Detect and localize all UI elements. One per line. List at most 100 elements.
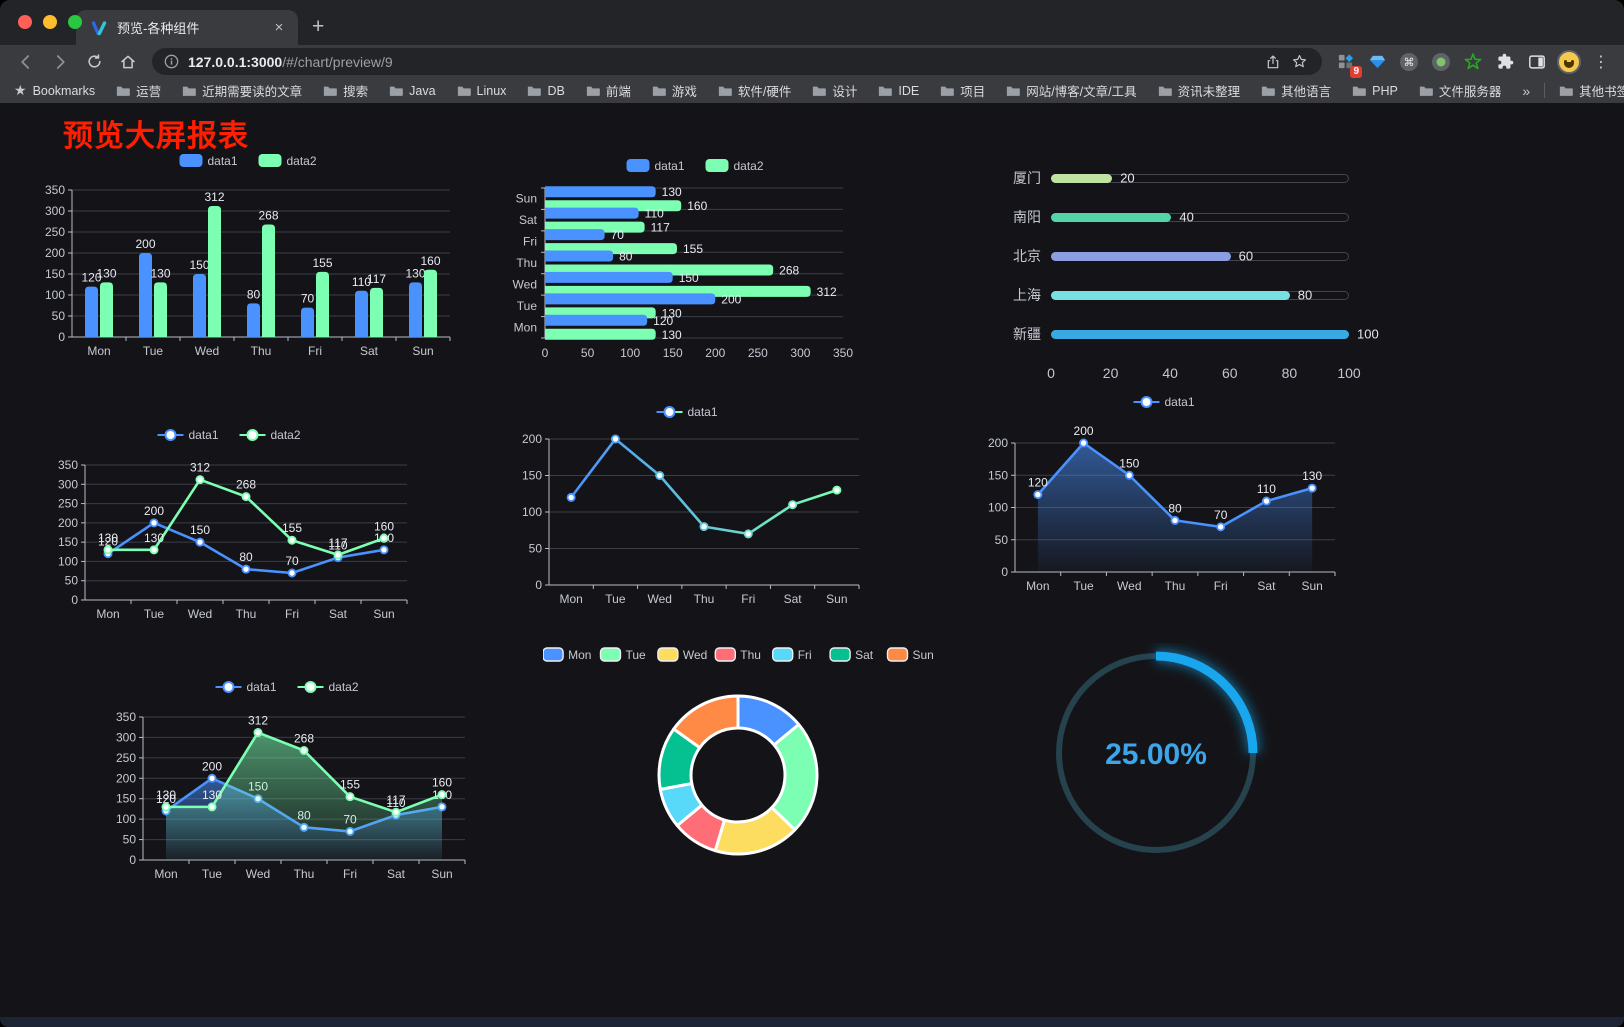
bookmark-folder[interactable]: 前端 xyxy=(586,81,631,100)
browser-tab[interactable]: 预览-各种组件 × xyxy=(76,10,298,45)
other-bookmarks-folder[interactable]: 其他书签 xyxy=(1559,81,1624,100)
extensions-puzzle-icon[interactable] xyxy=(1492,49,1518,75)
bookmark-folder[interactable]: Java xyxy=(389,81,436,100)
bookmark-folder[interactable]: IDE xyxy=(878,81,919,100)
bookmark-folder[interactable]: 游戏 xyxy=(652,81,697,100)
progress-axis-tick: 80 xyxy=(1281,365,1298,381)
svg-text:130: 130 xyxy=(202,788,222,802)
svg-text:0: 0 xyxy=(71,593,78,607)
forward-button[interactable] xyxy=(46,48,74,76)
svg-text:Tue: Tue xyxy=(626,648,647,662)
progress-track: 20 xyxy=(1051,171,1349,186)
bookmark-folder[interactable]: 设计 xyxy=(812,81,857,100)
tab-close-icon[interactable]: × xyxy=(274,19,284,36)
bookmark-folder-label: IDE xyxy=(898,83,920,98)
bookmark-folder-label: 运营 xyxy=(136,85,162,99)
window-controls[interactable] xyxy=(18,15,82,29)
back-button[interactable] xyxy=(12,48,40,76)
new-tab-button[interactable]: + xyxy=(312,15,325,38)
bookmark-folder[interactable]: 运营 xyxy=(116,81,161,100)
browser-menu-button[interactable]: ⋮ xyxy=(1593,53,1609,71)
svg-text:300: 300 xyxy=(116,730,136,744)
bookmark-folder-label: Java xyxy=(409,83,436,98)
bookmarks-overflow-button[interactable]: » xyxy=(1522,82,1531,99)
bookmark-folder[interactable]: 搜索 xyxy=(323,81,368,100)
window-bottom-edge xyxy=(0,1017,1624,1027)
svg-text:Fri: Fri xyxy=(523,235,537,249)
extension-command-icon[interactable]: ⌘ xyxy=(1396,49,1422,75)
extension-record-icon[interactable] xyxy=(1428,49,1454,75)
svg-text:Thu: Thu xyxy=(236,607,257,621)
svg-text:130: 130 xyxy=(1302,469,1322,483)
svg-text:130: 130 xyxy=(156,788,176,802)
svg-text:Thu: Thu xyxy=(694,592,715,606)
svg-text:150: 150 xyxy=(1119,456,1139,470)
maximize-window-button[interactable] xyxy=(68,15,82,29)
bookmark-folder[interactable]: 资讯未整理 xyxy=(1158,81,1240,100)
bookmark-folder[interactable]: 网站/博客/文章/工具 xyxy=(1006,81,1137,100)
svg-text:130: 130 xyxy=(405,266,425,280)
chart-city-progress: 厦门 20 南阳 40 北京 60 上海 80 新疆 100 0 20 40 60 80 100 xyxy=(993,155,1379,390)
side-panel-icon[interactable] xyxy=(1524,49,1550,75)
bookmark-folder[interactable]: 文件服务器 xyxy=(1419,81,1501,100)
extension-green-star-icon[interactable] xyxy=(1460,49,1486,75)
svg-text:130: 130 xyxy=(98,531,118,545)
extension-tiles-icon[interactable]: 9 xyxy=(1332,49,1362,78)
svg-text:Sun: Sun xyxy=(412,344,433,358)
progress-track: 80 xyxy=(1051,288,1349,303)
progress-track: 40 xyxy=(1051,210,1349,225)
bookmark-folder[interactable]: Linux xyxy=(457,81,507,100)
share-button[interactable] xyxy=(1260,54,1286,70)
chart-area-line: data1 0 50 100 150 200 Mon Tue Wed Thu Fri Sat Sun 12… xyxy=(985,388,1347,596)
bookmark-folder[interactable]: 软件/硬件 xyxy=(718,81,791,100)
svg-text:117: 117 xyxy=(651,221,670,235)
svg-text:100: 100 xyxy=(522,505,542,519)
progress-fill xyxy=(1051,212,1172,222)
reload-button[interactable] xyxy=(80,48,108,76)
browser-titlebar: 预览-各种组件 × + xyxy=(0,0,1624,45)
svg-text:Sat: Sat xyxy=(360,344,379,358)
bookmark-folder-label: Linux xyxy=(476,83,507,98)
svg-text:Tue: Tue xyxy=(144,607,165,621)
progress-value: 60 xyxy=(1238,248,1254,264)
svg-text:0: 0 xyxy=(535,578,542,592)
bookmarks-root[interactable]: ★ Bookmarks xyxy=(14,82,95,99)
folder-icon xyxy=(528,86,542,96)
svg-text:Sun: Sun xyxy=(1301,579,1322,593)
close-window-button[interactable] xyxy=(18,15,32,29)
svg-text:70: 70 xyxy=(301,292,315,306)
svg-text:80: 80 xyxy=(239,550,253,564)
svg-text:50: 50 xyxy=(995,533,1009,547)
svg-text:Sat: Sat xyxy=(855,648,874,662)
bookmark-folder[interactable]: PHP xyxy=(1352,81,1398,100)
bookmark-folder[interactable]: 其他语言 xyxy=(1261,81,1331,100)
extension-gem-icon[interactable] xyxy=(1364,49,1390,75)
home-button[interactable] xyxy=(114,48,142,76)
bookmark-folder[interactable]: 近期需要读的文章 xyxy=(182,81,302,100)
progress-fill xyxy=(1051,290,1290,300)
progress-row: 北京 60 xyxy=(993,247,1373,265)
folder-icon xyxy=(652,86,666,96)
progress-row: 厦门 20 xyxy=(993,169,1373,187)
progress-row: 南阳 40 xyxy=(993,208,1373,226)
svg-text:Wed: Wed xyxy=(1117,579,1141,593)
url-host: 127.0.0.1:3000 xyxy=(188,53,283,70)
svg-text:350: 350 xyxy=(58,458,78,472)
svg-text:120: 120 xyxy=(81,271,101,285)
url-text[interactable]: 127.0.0.1:3000/#/chart/preview/9 xyxy=(188,54,1260,70)
svg-text:300: 300 xyxy=(45,204,65,218)
bookmark-folder-label: 网站/博客/文章/工具 xyxy=(1026,85,1137,99)
bookmark-folder[interactable]: DB xyxy=(527,81,565,100)
minimize-window-button[interactable] xyxy=(43,15,57,29)
site-info-icon[interactable] xyxy=(164,54,179,69)
bookmark-folder[interactable]: 项目 xyxy=(940,81,985,100)
folder-icon xyxy=(1419,86,1433,96)
bookmark-page-button[interactable] xyxy=(1286,53,1312,70)
profile-avatar[interactable] xyxy=(1556,49,1582,75)
address-bar[interactable]: 127.0.0.1:3000/#/chart/preview/9 xyxy=(152,48,1322,75)
svg-text:350: 350 xyxy=(833,346,853,360)
svg-text:Sat: Sat xyxy=(1257,579,1276,593)
svg-text:Mon: Mon xyxy=(154,867,177,881)
svg-text:data1: data1 xyxy=(247,680,277,694)
svg-text:200: 200 xyxy=(116,771,136,785)
